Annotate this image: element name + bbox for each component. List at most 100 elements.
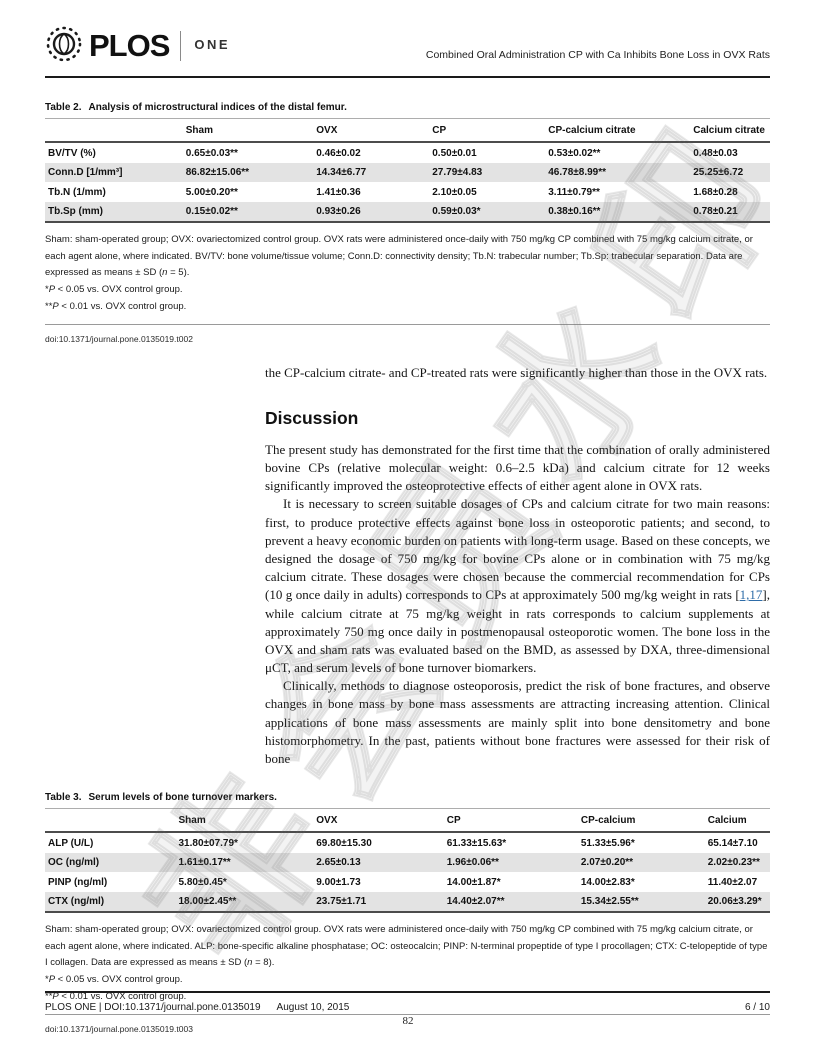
table-cell: 14.34±6.77 bbox=[316, 167, 367, 178]
page-header: PLOS ONE Combined Oral Administration CP… bbox=[45, 0, 770, 78]
paragraph-text: It is necessary to screen suitable dosag… bbox=[265, 496, 770, 603]
p-italic: P bbox=[52, 300, 59, 312]
column-header: Sham bbox=[182, 118, 314, 143]
note-n-italic: n bbox=[247, 957, 253, 969]
table-cell: 0.93±0.26 bbox=[316, 206, 361, 217]
column-header bbox=[45, 808, 176, 834]
column-header: CP bbox=[429, 118, 546, 143]
footnote-marker: * bbox=[45, 283, 49, 295]
table-cell: 2.65±0.13 bbox=[316, 857, 361, 869]
p-italic: P bbox=[48, 974, 56, 986]
column-header: CP-calcium bbox=[577, 808, 705, 834]
table-row: Tb.Sp (mm) 0.15±0.02** 0.93±0.26 0.59±0.… bbox=[45, 201, 770, 222]
column-header: Sham bbox=[175, 808, 314, 834]
column-header: CP bbox=[443, 808, 578, 834]
row-label: Conn.D [1/mm³] bbox=[48, 167, 123, 178]
row-label: PINP (ng/ml) bbox=[48, 876, 108, 888]
table3-title: Table 3. Serum levels of bone turnover ma… bbox=[45, 792, 770, 803]
note-n-italic: n bbox=[162, 267, 168, 279]
table-cell: 0.78±0.21 bbox=[693, 206, 738, 217]
citation-link[interactable]: 1,17 bbox=[739, 587, 763, 603]
table2-footnote-2: **P < 0.01 vs. OVX control group. bbox=[45, 299, 770, 316]
row-label: BV/TV (%) bbox=[48, 147, 96, 159]
table-cell: 0.65±0.03** bbox=[185, 147, 238, 159]
table-cell: 0.38±0.16** bbox=[548, 206, 601, 217]
table2-notes: Sham: sham-operated group; OVX: ovariect… bbox=[45, 232, 770, 282]
table3-title-text: Serum levels of bone turnover markers. bbox=[88, 792, 277, 804]
table-cell: 2.07±0.20** bbox=[580, 857, 634, 869]
table-cell: 5.80±0.45* bbox=[178, 876, 227, 888]
row-label: Tb.Sp (mm) bbox=[48, 206, 103, 217]
footer-journal-line: PLOS ONE | DOI:10.1371/journal.pone.0135… bbox=[45, 1002, 349, 1013]
row-label: ALP (U/L) bbox=[48, 837, 94, 849]
column-header: OVX bbox=[313, 808, 444, 834]
table-cell: 0.53±0.02** bbox=[548, 147, 601, 159]
table2-header-row: Sham OVX CP CP-calcium citrate Calcium c… bbox=[45, 118, 770, 143]
column-header: Calcium bbox=[704, 808, 770, 834]
discussion-heading: Discussion bbox=[265, 408, 359, 429]
table-cell: 1.41±0.36 bbox=[316, 186, 361, 198]
brand-edition: ONE bbox=[194, 37, 231, 52]
table-cell: 2.02±0.23** bbox=[707, 857, 760, 869]
table-cell: 25.25±6.72 bbox=[693, 167, 744, 178]
note-text: = 5). bbox=[167, 267, 190, 279]
table2: Sham OVX CP CP-calcium citrate Calcium c… bbox=[45, 118, 770, 223]
paragraph-text: ], while calcium citrate at 75 mg/kg wei… bbox=[265, 587, 770, 676]
table2-section: Table 2. Analysis of microstructural indi… bbox=[45, 102, 770, 344]
table3: Sham OVX CP CP-calcium Calcium ALP (U/L)… bbox=[45, 808, 770, 914]
table-cell: 14.00±1.87* bbox=[446, 876, 501, 888]
column-header: CP-calcium citrate bbox=[545, 118, 691, 143]
table2-title-text: Analysis of microstructural indices of t… bbox=[88, 102, 347, 113]
table-row: OC (ng/ml) 1.61±0.17** 2.65±0.13 1.96±0.… bbox=[45, 852, 770, 873]
table-cell: 20.06±3.29* bbox=[707, 896, 762, 908]
table3-footnote-2: **P < 0.01 vs. OVX control group. bbox=[45, 989, 770, 1006]
plos-globe-icon bbox=[45, 24, 83, 67]
row-label: Tb.N (1/mm) bbox=[48, 186, 106, 198]
table-cell: 1.96±0.06** bbox=[446, 857, 499, 869]
carryover-paragraph: the CP-calcium citrate- and CP-treated r… bbox=[265, 365, 768, 381]
footnote-text: < 0.05 vs. OVX control group. bbox=[55, 974, 183, 986]
paragraph: The present study has demonstrated for t… bbox=[265, 441, 770, 494]
footer-doi: PLOS ONE | DOI:10.1371/journal.pone.0135… bbox=[45, 1002, 261, 1013]
table-cell: 14.40±2.07** bbox=[446, 896, 505, 908]
p-italic: P bbox=[48, 283, 56, 295]
table-cell: 0.46±0.02 bbox=[316, 147, 361, 159]
table-cell: 86.82±15.06** bbox=[185, 167, 250, 178]
table-row: CTX (ng/ml) 18.00±2.45** 23.75±1.71 14.4… bbox=[45, 891, 770, 913]
table3-notes: Sham: sham-operated group; OVX: ovariect… bbox=[45, 922, 770, 972]
table-cell: 14.00±2.83* bbox=[580, 876, 635, 888]
footnote-text: < 0.01 vs. OVX control group. bbox=[58, 300, 187, 312]
note-text: Sham: sham-operated group; OVX: ovariect… bbox=[45, 924, 768, 969]
table-row: BV/TV (%) 0.65±0.03** 0.46±0.02 0.50±0.0… bbox=[45, 142, 770, 163]
table-cell: 69.80±15.30 bbox=[316, 837, 372, 849]
table-cell: 0.48±0.03 bbox=[693, 147, 738, 159]
footnote-marker: ** bbox=[45, 300, 53, 312]
note-text: Sham: sham-operated group; OVX: ovariect… bbox=[45, 234, 753, 279]
table3-header-row: Sham OVX CP CP-calcium Calcium bbox=[45, 808, 770, 834]
table-cell: 1.68±0.28 bbox=[693, 186, 738, 198]
table-cell: 23.75±1.71 bbox=[316, 896, 367, 908]
table-cell: 3.11±0.79** bbox=[548, 186, 600, 198]
table-cell: 2.10±0.05 bbox=[432, 186, 477, 198]
table-cell: 11.40±2.07 bbox=[707, 876, 758, 888]
table2-footnote-1: *P < 0.05 vs. OVX control group. bbox=[45, 282, 770, 299]
table-cell: 65.14±7.10 bbox=[707, 837, 758, 849]
table-cell: 0.50±0.01 bbox=[432, 147, 477, 159]
table-row: ALP (U/L) 31.80±07.79* 69.80±15.30 61.33… bbox=[45, 832, 770, 853]
table-row: Conn.D [1/mm³] 86.82±15.06** 14.34±6.77 … bbox=[45, 162, 770, 182]
table-cell: 31.80±07.79* bbox=[178, 837, 238, 849]
running-title: Combined Oral Administration CP with Ca … bbox=[425, 49, 770, 61]
table-cell: 46.78±8.99** bbox=[548, 167, 607, 178]
brand-name: PLOS bbox=[89, 27, 170, 63]
brand-divider bbox=[180, 30, 182, 61]
column-header: Calcium citrate bbox=[690, 118, 770, 143]
page-number: 82 bbox=[402, 1015, 414, 1027]
footnote-text: < 0.01 vs. OVX control group. bbox=[58, 990, 187, 1002]
table-cell: 15.34±2.55** bbox=[580, 896, 639, 908]
table-cell: 1.61±0.17** bbox=[178, 857, 231, 869]
table-cell: 0.15±0.02** bbox=[185, 206, 238, 217]
footer-date: August 10, 2015 bbox=[276, 1002, 350, 1013]
paragraph: Clinically, methods to diagnose osteopor… bbox=[265, 678, 770, 766]
column-header bbox=[45, 118, 183, 143]
footer-page-indicator: 6 / 10 bbox=[744, 1002, 770, 1013]
